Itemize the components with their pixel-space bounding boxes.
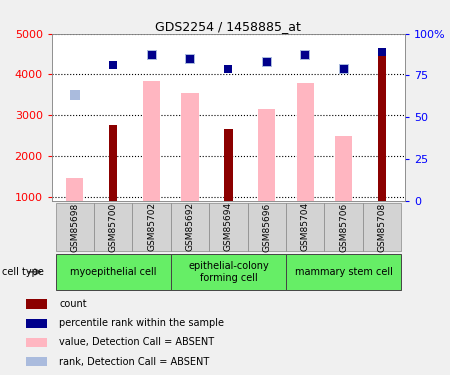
Text: GSM85706: GSM85706 <box>339 202 348 252</box>
Title: GDS2254 / 1458885_at: GDS2254 / 1458885_at <box>155 20 302 33</box>
Bar <box>132 202 171 251</box>
Bar <box>109 125 117 237</box>
Bar <box>378 55 386 237</box>
Bar <box>248 202 286 251</box>
Bar <box>324 202 363 251</box>
Bar <box>181 93 198 237</box>
Text: mammary stem cell: mammary stem cell <box>295 267 392 277</box>
Bar <box>209 202 248 251</box>
Bar <box>286 254 401 290</box>
Text: GSM85708: GSM85708 <box>378 202 387 252</box>
Bar <box>335 136 352 237</box>
Text: GSM85696: GSM85696 <box>262 202 271 252</box>
Bar <box>258 109 275 237</box>
Bar <box>171 254 286 290</box>
Bar <box>297 82 314 237</box>
Bar <box>56 254 171 290</box>
Text: count: count <box>59 299 87 309</box>
Text: GSM85702: GSM85702 <box>147 202 156 251</box>
Bar <box>26 319 47 328</box>
Text: rank, Detection Call = ABSENT: rank, Detection Call = ABSENT <box>59 357 210 367</box>
Bar <box>26 299 47 309</box>
Text: GSM85692: GSM85692 <box>185 202 194 251</box>
Bar <box>26 338 47 347</box>
Text: epithelial-colony
forming cell: epithelial-colony forming cell <box>188 261 269 283</box>
Text: myoepithelial cell: myoepithelial cell <box>70 267 157 277</box>
Bar <box>26 357 47 366</box>
Text: GSM85694: GSM85694 <box>224 202 233 251</box>
Text: GSM85698: GSM85698 <box>70 202 79 252</box>
Text: GSM85700: GSM85700 <box>109 202 118 252</box>
Bar <box>224 129 233 237</box>
Text: percentile rank within the sample: percentile rank within the sample <box>59 318 225 328</box>
Bar <box>171 202 209 251</box>
Bar <box>94 202 132 251</box>
Text: value, Detection Call = ABSENT: value, Detection Call = ABSENT <box>59 338 215 347</box>
Bar <box>66 178 83 237</box>
Text: cell type: cell type <box>2 267 44 277</box>
Bar <box>363 202 401 251</box>
Text: GSM85704: GSM85704 <box>301 202 310 251</box>
Bar <box>143 81 160 237</box>
Bar <box>56 202 94 251</box>
Bar <box>286 202 324 251</box>
